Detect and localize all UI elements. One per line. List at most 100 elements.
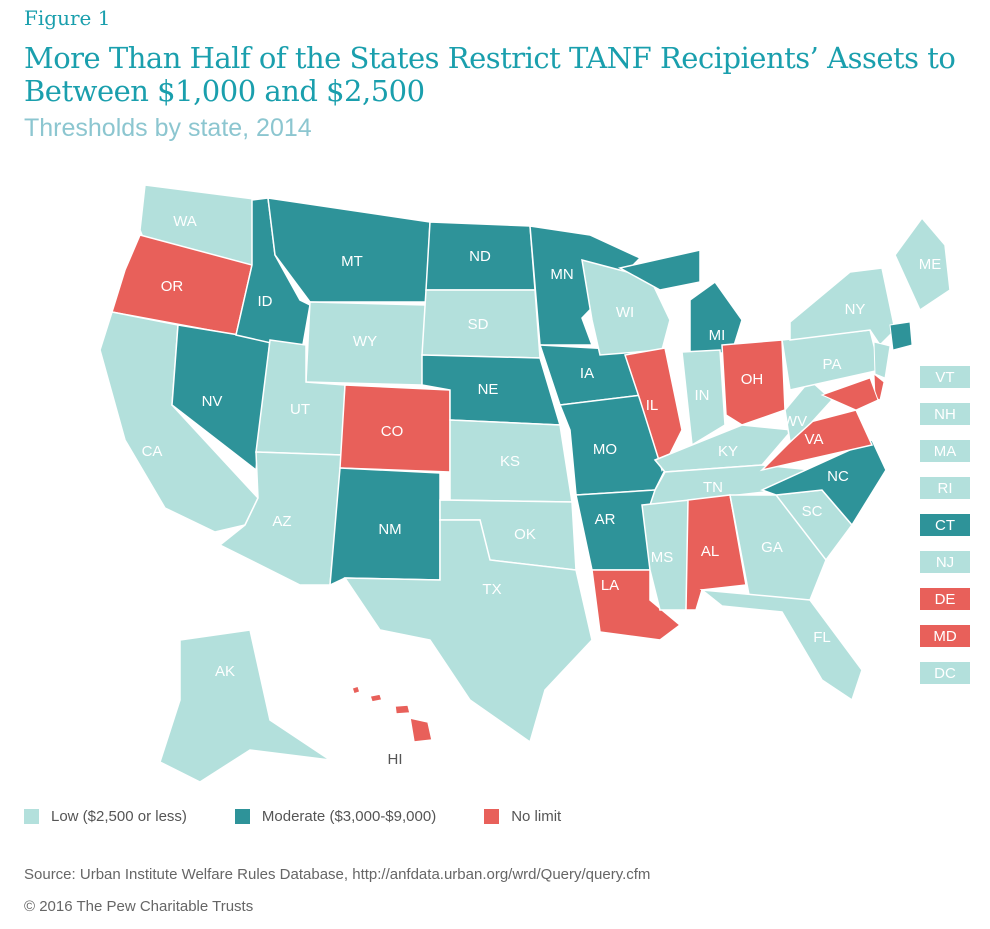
state-ny: NY [789,267,896,347]
state-label: KS [500,453,520,470]
state-label: IA [580,365,594,382]
state-shape [699,589,863,702]
state-label: MI [709,327,726,344]
state-co: CO [339,384,451,473]
state-label: SC [802,503,823,520]
state-label: ME [919,256,942,273]
legend-swatch [234,809,250,824]
state-label: LA [601,577,619,594]
state-shape [689,280,743,357]
state-fl: FL [699,589,863,702]
small-state-label: NJ [936,554,954,571]
state-label: WV [783,413,807,430]
state-me: ME [894,216,951,312]
state-nc: NC [760,439,887,527]
small-state-box-ct [920,514,970,536]
state-shape [343,519,593,744]
state-shape [159,629,331,783]
state-mt: MT [267,197,431,303]
small-state-box-nj [920,551,970,573]
small-state-box-dc [920,662,970,684]
state-hi: HI [351,685,433,768]
state-ak: AK [159,629,331,783]
state-label: NV [202,393,223,410]
state-label: NE [478,381,499,398]
state-shape [894,216,951,312]
state-label: AK [215,663,235,680]
legend-label: Low ($2,500 or less) [51,808,187,825]
state-il: IL [624,347,683,472]
state-label: NY [845,301,866,318]
small-state-label: DC [934,665,956,682]
legend: Low ($2,500 or less) Moderate ($3,000-$9… [24,808,609,825]
state-wy: WY [305,301,427,386]
state-label: MO [593,441,617,458]
state-label: WA [173,213,197,230]
small-state-box-ma [920,440,970,462]
state-label: NC [827,468,849,485]
small-state-box-ri [920,477,970,499]
small-state-label: NH [934,406,956,423]
state-label: ND [469,248,491,265]
state-label: IN [695,387,710,404]
chart-title: More Than Half of the States Restrict TA… [24,41,956,108]
state-shape [369,693,383,703]
state-label: AL [701,543,719,560]
small-state-label: VT [935,369,954,386]
state-label: MS [651,549,674,566]
state-label: TN [703,479,723,496]
small-state-box-md [920,625,970,647]
state-ct [889,321,913,351]
small-state-label: DE [935,591,956,608]
state-label: CO [381,423,404,440]
state-shape [409,717,433,743]
legend-swatch [484,809,500,824]
state-oh: OH [721,339,786,426]
state-label: UT [290,401,310,418]
state-label: KY [718,443,738,460]
legend-swatch [24,809,39,824]
copyright: © 2016 The Pew Charitable Trusts [24,898,254,915]
state-label: WI [616,304,634,321]
state-tx: TX [343,519,593,744]
state-shape [681,349,726,447]
small-state-box-de [920,588,970,610]
state-shape [617,249,701,291]
state-shape [394,704,411,715]
state-ms: MS [641,499,691,611]
state-label: GA [761,539,783,556]
state-sd: SD [421,289,541,359]
state-label: VA [805,431,824,448]
state-label: MN [550,266,573,283]
small-state-box-nh [920,403,970,425]
small-state-label: MD [933,628,956,645]
source-note: Source: Urban Institute Welfare Rules Da… [24,866,651,883]
state-nm: NM [329,467,441,587]
state-shape [721,339,786,426]
state-in: IN [681,349,726,447]
state-label: AR [595,511,616,528]
small-state-label: RI [938,480,953,497]
state-shape [351,685,361,695]
state-label: OK [514,526,536,543]
state-label: SD [468,316,489,333]
legend-item-none: No limit [484,808,561,825]
state-shape [575,489,656,571]
small-state-label: MA [934,443,957,460]
state-label: CA [142,443,163,460]
state-shape [789,267,896,347]
legend-item-low: Low ($2,500 or less) [24,808,187,825]
state-md [820,377,879,411]
state-label: OH [741,371,764,388]
state-label: AZ [272,513,291,530]
small-state-box-vt [920,366,970,388]
state-mi: MI [617,249,743,357]
legend-label: No limit [511,808,562,825]
small-state-label: CT [935,517,955,534]
state-nd: ND [425,221,536,291]
state-label: WY [353,333,377,350]
chart-subtitle: Thresholds by state, 2014 [24,114,312,142]
legend-item-moderate: Moderate ($3,000-$9,000) [234,808,436,825]
figure-label: Figure 1 [24,6,111,30]
state-label: HI [388,751,403,768]
